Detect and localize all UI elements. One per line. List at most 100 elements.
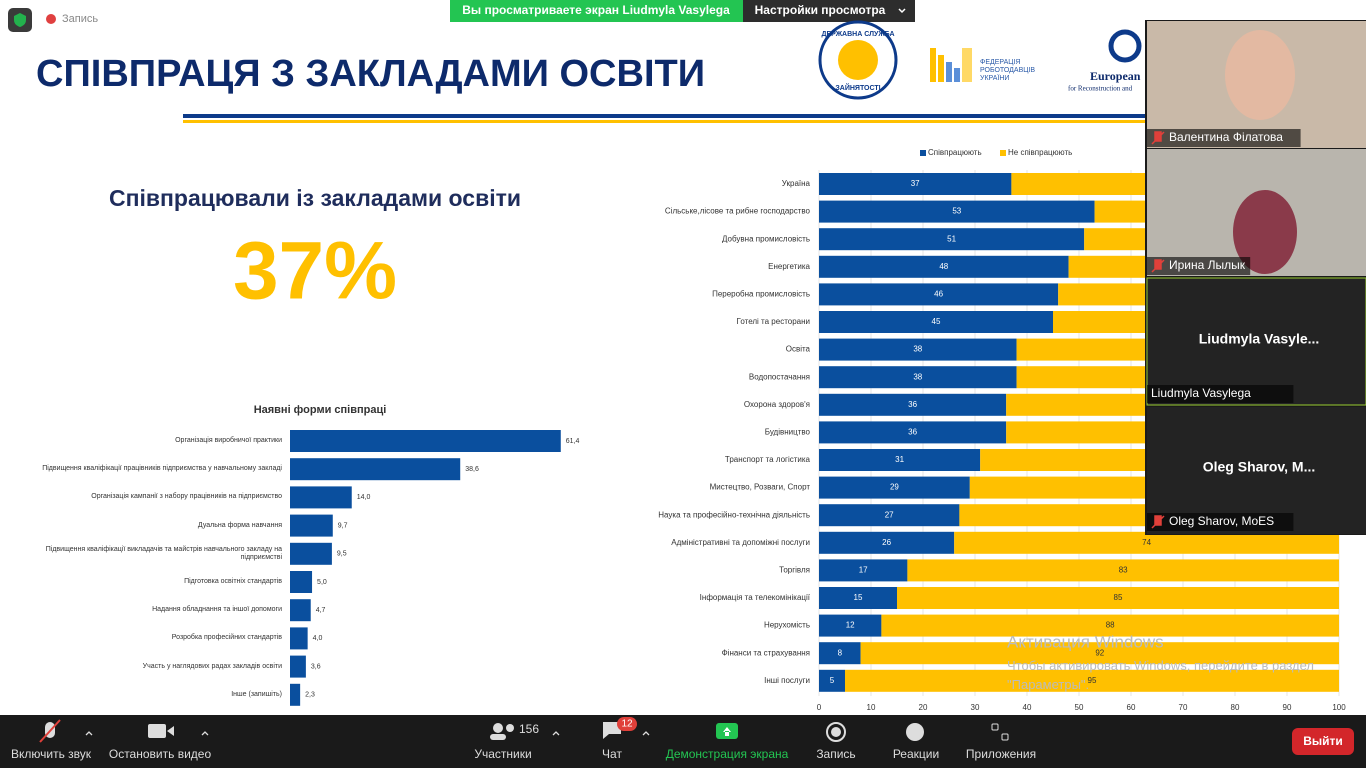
toolbar-label[interactable]: Реакции bbox=[893, 747, 939, 761]
bar-segment bbox=[819, 449, 981, 471]
name-bg bbox=[1147, 257, 1251, 275]
leave-label[interactable]: Выйти bbox=[1303, 734, 1343, 748]
bar-segment bbox=[860, 642, 1339, 665]
bar-segment bbox=[819, 311, 1053, 333]
category-label: Нерухомість bbox=[764, 621, 810, 630]
caret[interactable] bbox=[85, 731, 93, 736]
value-label: 83 bbox=[1119, 566, 1128, 575]
participant-name: Liudmyla Vasylega bbox=[1151, 386, 1251, 400]
bar-segment bbox=[819, 531, 955, 554]
value-label: 36 bbox=[908, 400, 917, 409]
category-box: Підготовка освітніх стандартів bbox=[184, 578, 282, 585]
toolbar-label[interactable]: Демонстрация экрана bbox=[666, 747, 789, 761]
value-label: 5 bbox=[830, 676, 835, 685]
participant-name: Oleg Sharov, MoES bbox=[1169, 514, 1274, 528]
record-label: Запись bbox=[62, 13, 98, 25]
toolbar-icons bbox=[39, 719, 1009, 743]
bar-segment bbox=[819, 200, 1095, 223]
chat-badge-count: 12 bbox=[621, 719, 633, 730]
toolbar-label[interactable]: Остановить видео bbox=[109, 747, 212, 761]
bar bbox=[290, 571, 313, 593]
category-box: Підвищення кваліфікації викладачів та ма… bbox=[46, 546, 282, 561]
value-label: 3,6 bbox=[311, 663, 321, 670]
banner-text: Вы просматриваете экран Liudmyla Vasyleg… bbox=[462, 3, 730, 17]
bar bbox=[290, 542, 332, 565]
bar-segment bbox=[819, 283, 1059, 306]
category-box: Розробка професійних стандартів bbox=[171, 634, 282, 642]
category-label: Водопостачання bbox=[749, 372, 810, 381]
category-label: Готелі та ресторани bbox=[737, 317, 810, 326]
value-label: 92 bbox=[1095, 648, 1104, 657]
value-label: 4,7 bbox=[316, 607, 326, 614]
chat-badge bbox=[617, 717, 637, 731]
watermark-title: Активация Windows bbox=[1007, 632, 1164, 651]
toolbar-label[interactable]: Чат bbox=[602, 747, 622, 761]
slide-title: СПІВПРАЦЯ З ЗАКЛАДАМИ ОСВІТИ bbox=[36, 53, 705, 95]
category-label: Розробка професійних стандартів bbox=[171, 634, 282, 642]
x-tick-label: 60 bbox=[1127, 703, 1136, 712]
caret[interactable] bbox=[201, 731, 209, 736]
shield bbox=[14, 13, 26, 27]
bar bbox=[290, 458, 461, 481]
name-bg bbox=[1147, 129, 1301, 147]
value-label: 38,6 bbox=[465, 466, 479, 473]
legend-swatch bbox=[920, 150, 926, 156]
x-tick-label: 80 bbox=[1231, 703, 1240, 712]
participant-name: Валентина Філатова bbox=[1169, 130, 1283, 144]
value-label: 12 bbox=[846, 621, 855, 630]
toolbar-label[interactable]: Участники bbox=[474, 747, 531, 761]
toolbar-label[interactable]: Включить звук bbox=[11, 747, 92, 761]
category-label: Організація виробничої практики bbox=[175, 437, 282, 444]
category-label: Україна bbox=[782, 179, 811, 188]
x-tick-label: 100 bbox=[1332, 703, 1346, 712]
caret[interactable] bbox=[552, 731, 560, 736]
chevron bbox=[898, 8, 906, 14]
participant-title: Liudmyla Vasyle... bbox=[1199, 331, 1320, 347]
toolbar bbox=[0, 715, 1366, 768]
value-label: 9,7 bbox=[338, 522, 348, 529]
watermark-text-box: Чтобы активировать Windows, перейдите в … bbox=[1007, 658, 1314, 692]
view-settings[interactable] bbox=[743, 0, 915, 22]
toolbar-label[interactable]: Приложения bbox=[966, 747, 1036, 761]
logo-text: European bbox=[1090, 69, 1141, 83]
value-label: 85 bbox=[1114, 593, 1123, 602]
x-tick-label: 50 bbox=[1075, 703, 1084, 712]
bar-segment bbox=[819, 669, 845, 692]
bar-segment bbox=[819, 476, 970, 499]
value-label: 2,3 bbox=[305, 692, 315, 699]
bar bbox=[290, 486, 352, 509]
bar-segment bbox=[819, 393, 1007, 416]
rule-yellow bbox=[183, 120, 1150, 123]
value-label: 95 bbox=[1088, 676, 1097, 685]
value-label: 5,0 bbox=[317, 579, 327, 586]
name-bg bbox=[1147, 385, 1294, 403]
x-tick-label: 20 bbox=[919, 703, 928, 712]
toolbar-label[interactable]: Запись bbox=[816, 747, 855, 761]
category-label: Переробна промисловість bbox=[712, 290, 810, 299]
legend-swatch bbox=[1000, 150, 1006, 156]
category-label: Участь у наглядових радах закладів освіт… bbox=[142, 662, 282, 670]
value-label: 53 bbox=[952, 207, 961, 216]
category-box: Інше (запишіть) bbox=[231, 691, 282, 698]
watermark-text: Чтобы активировать Windows, перейдите в … bbox=[1007, 658, 1314, 692]
category-label: Освіта bbox=[786, 345, 811, 354]
caret[interactable] bbox=[642, 731, 650, 736]
chart-title: Наявні форми співпраці bbox=[254, 404, 387, 416]
category-label: Будівництво bbox=[765, 428, 811, 437]
bar-segment bbox=[845, 669, 1339, 692]
category-label: Сільське,лісове та рибне господарство bbox=[665, 207, 811, 216]
x-tick-label: 40 bbox=[1023, 703, 1032, 712]
bar bbox=[290, 655, 306, 678]
category-label: Транспорт та логістика bbox=[725, 455, 811, 464]
leave-button[interactable] bbox=[1292, 728, 1354, 755]
value-label: 88 bbox=[1106, 621, 1115, 630]
bar bbox=[290, 627, 308, 650]
value-label: 38 bbox=[913, 372, 922, 381]
logo-text: РОБОТОДАВЦІВ bbox=[980, 67, 1035, 74]
value-label: 36 bbox=[908, 428, 917, 437]
value-label: 48 bbox=[939, 262, 948, 271]
category-label: Підвищення кваліфікації працівників підп… bbox=[42, 465, 282, 473]
category-box: Підвищення кваліфікації працівників підп… bbox=[42, 465, 282, 473]
